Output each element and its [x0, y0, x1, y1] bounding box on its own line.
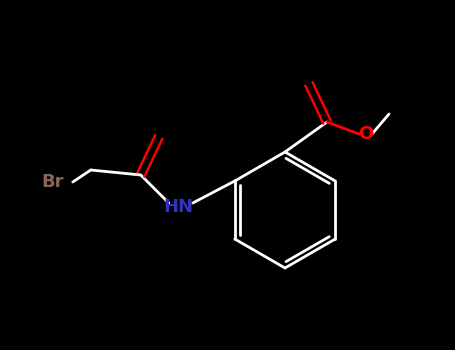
- Text: O: O: [359, 125, 374, 143]
- Text: Br: Br: [41, 173, 64, 191]
- Text: HN: HN: [164, 198, 194, 216]
